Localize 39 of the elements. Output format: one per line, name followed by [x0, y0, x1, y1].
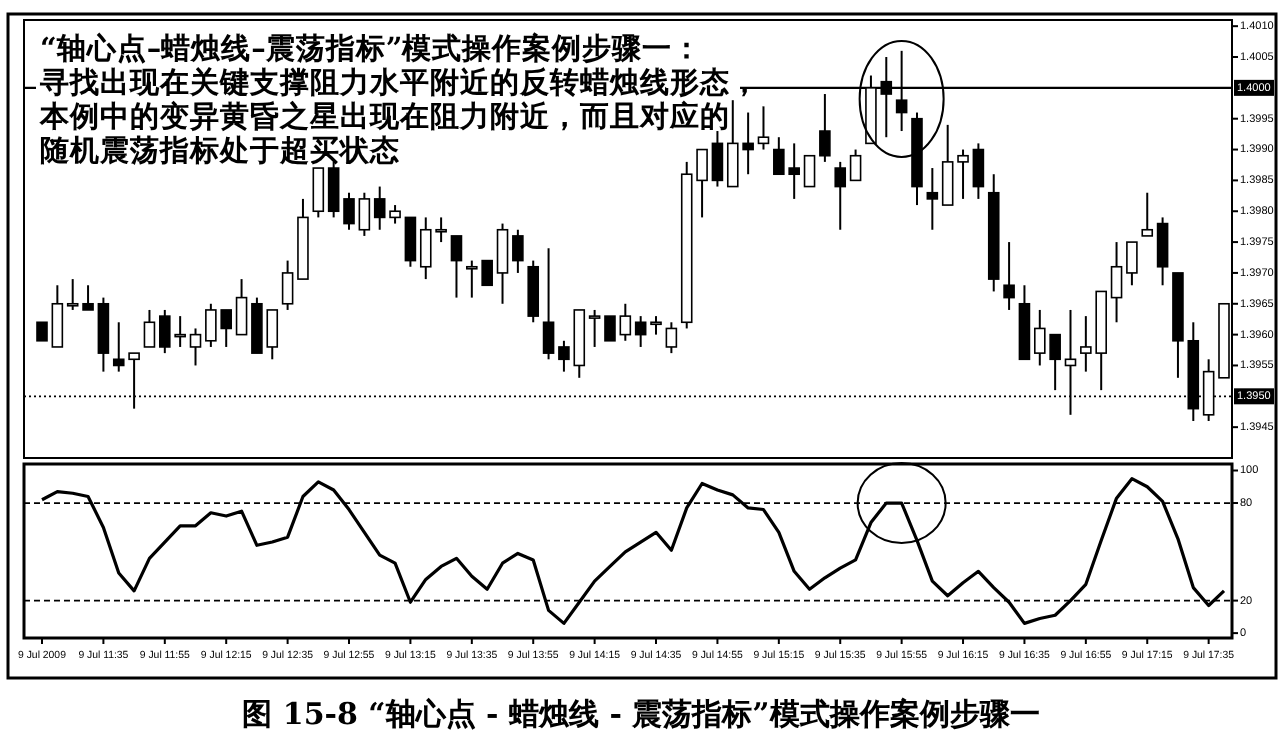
candlestick — [496, 222, 509, 305]
candlestick — [51, 284, 64, 348]
candlestick — [36, 321, 48, 342]
candlestick — [1156, 216, 1169, 287]
candlestick — [650, 315, 662, 336]
candlestick — [665, 321, 678, 355]
candlestick — [619, 302, 632, 342]
candlestick — [358, 191, 371, 237]
caption: 图 15-8 “轴心点 - 蜡烛线 - 震荡指标”模式操作案例步骤一 — [242, 696, 1040, 732]
candlestick — [450, 234, 463, 299]
candlestick — [803, 154, 816, 188]
candlestick — [972, 142, 985, 200]
candlestick — [235, 278, 248, 336]
annotation: “轴心点–蜡烛线–震荡指标”模式操作案例步骤一： — [40, 30, 703, 66]
candlestick — [711, 130, 724, 188]
candlestick — [834, 160, 847, 231]
candlestick — [957, 148, 969, 200]
candlestick — [849, 148, 862, 182]
candlestick — [757, 105, 770, 151]
candlestick — [926, 167, 939, 231]
candlestick — [1110, 241, 1123, 324]
annotation: 本例中的变异黄昏之星出现在阻力附近，而且对应的 — [38, 98, 730, 134]
candlestick — [1126, 241, 1138, 287]
candlestick — [604, 315, 616, 342]
candlestick — [512, 228, 524, 274]
candlestick — [189, 327, 202, 367]
annotation: 随机震荡指标处于超买状态 — [40, 134, 400, 168]
candlestick — [1003, 241, 1015, 311]
candlestick — [1141, 191, 1154, 237]
candlestick — [404, 216, 417, 268]
candlestick — [281, 259, 294, 311]
candlestick — [819, 93, 831, 163]
candlestick — [312, 167, 325, 219]
candlestick — [941, 123, 954, 207]
candlestick — [634, 315, 647, 348]
candlestick — [143, 308, 156, 348]
candlestick — [343, 191, 355, 231]
candlestick — [588, 308, 601, 348]
candlestick — [542, 247, 555, 361]
